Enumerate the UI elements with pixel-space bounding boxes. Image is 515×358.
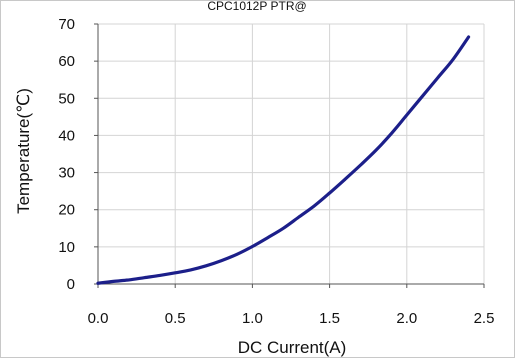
- x-tick-label: 2.0: [396, 310, 417, 327]
- x-tick-label: 1.0: [242, 310, 263, 327]
- x-tick-label: 2.5: [474, 310, 495, 327]
- y-tick-label: 60: [58, 53, 75, 70]
- y-tick-label: 50: [58, 90, 75, 107]
- y-tick-label: 40: [58, 127, 75, 144]
- y-tick-label: 30: [58, 165, 75, 182]
- y-tick-label: 70: [58, 16, 75, 33]
- grid: [98, 23, 485, 284]
- series-layer: [96, 35, 471, 285]
- x-tick-label: 0.5: [165, 310, 186, 327]
- y-tick-label: 20: [58, 202, 75, 219]
- y-tick-label: 0: [67, 276, 75, 293]
- axes: [94, 23, 485, 288]
- x-tick-label: 0.0: [88, 310, 109, 327]
- tick-labels: 0 10 20 30 40 50 60 70 0.0 0.5 1.0 1.5 2.0 2.5: [58, 16, 494, 327]
- x-axis-title: DC Current(A): [238, 338, 347, 357]
- x-tick-label: 1.5: [319, 310, 340, 327]
- y-axis-title: Temperature(℃): [14, 88, 33, 214]
- y-tick-label: 10: [58, 239, 75, 256]
- chart-title: CPC1012P PTR@: [207, 1, 306, 13]
- series-line: [96, 35, 471, 285]
